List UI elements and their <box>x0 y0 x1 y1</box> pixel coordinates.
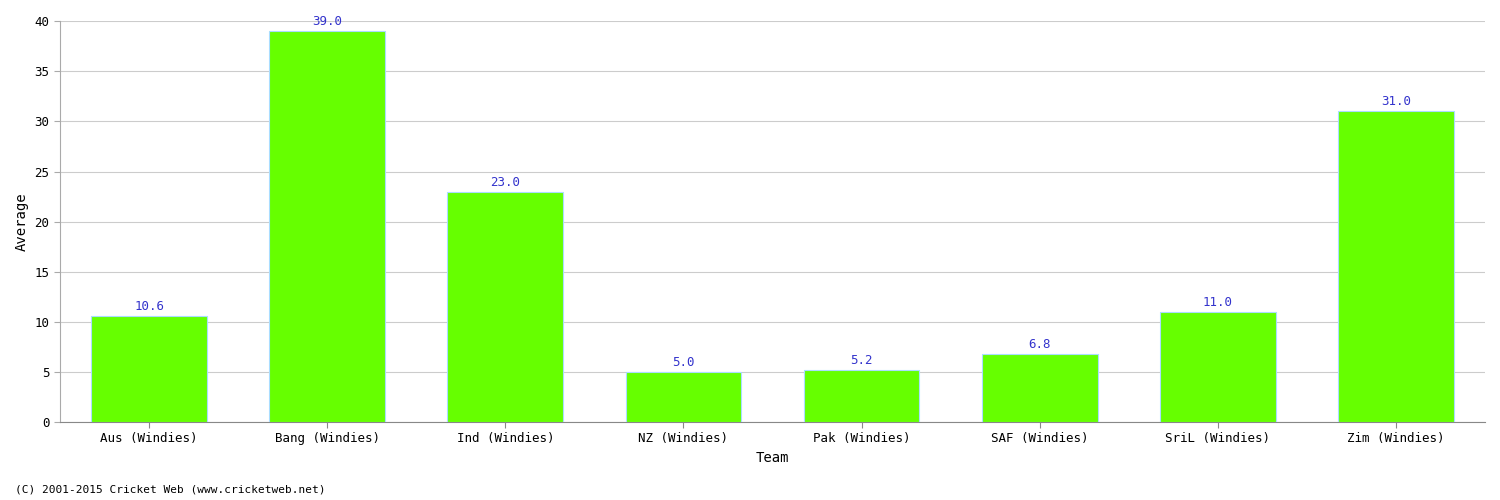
Text: 23.0: 23.0 <box>490 176 520 188</box>
Bar <box>270 32 386 422</box>
Bar <box>804 370 920 422</box>
Text: 5.2: 5.2 <box>850 354 873 367</box>
X-axis label: Team: Team <box>756 451 789 465</box>
Bar <box>92 316 207 422</box>
Text: 6.8: 6.8 <box>1029 338 1051 351</box>
Text: (C) 2001-2015 Cricket Web (www.cricketweb.net): (C) 2001-2015 Cricket Web (www.cricketwe… <box>15 485 326 495</box>
Bar <box>447 192 562 422</box>
Text: 11.0: 11.0 <box>1203 296 1233 309</box>
Bar <box>982 354 1098 422</box>
Bar <box>1160 312 1275 422</box>
Text: 39.0: 39.0 <box>312 16 342 28</box>
Y-axis label: Average: Average <box>15 192 28 251</box>
Bar <box>1338 112 1454 422</box>
Text: 5.0: 5.0 <box>672 356 694 369</box>
Bar <box>626 372 741 422</box>
Text: 10.6: 10.6 <box>134 300 164 313</box>
Text: 31.0: 31.0 <box>1382 96 1411 108</box>
